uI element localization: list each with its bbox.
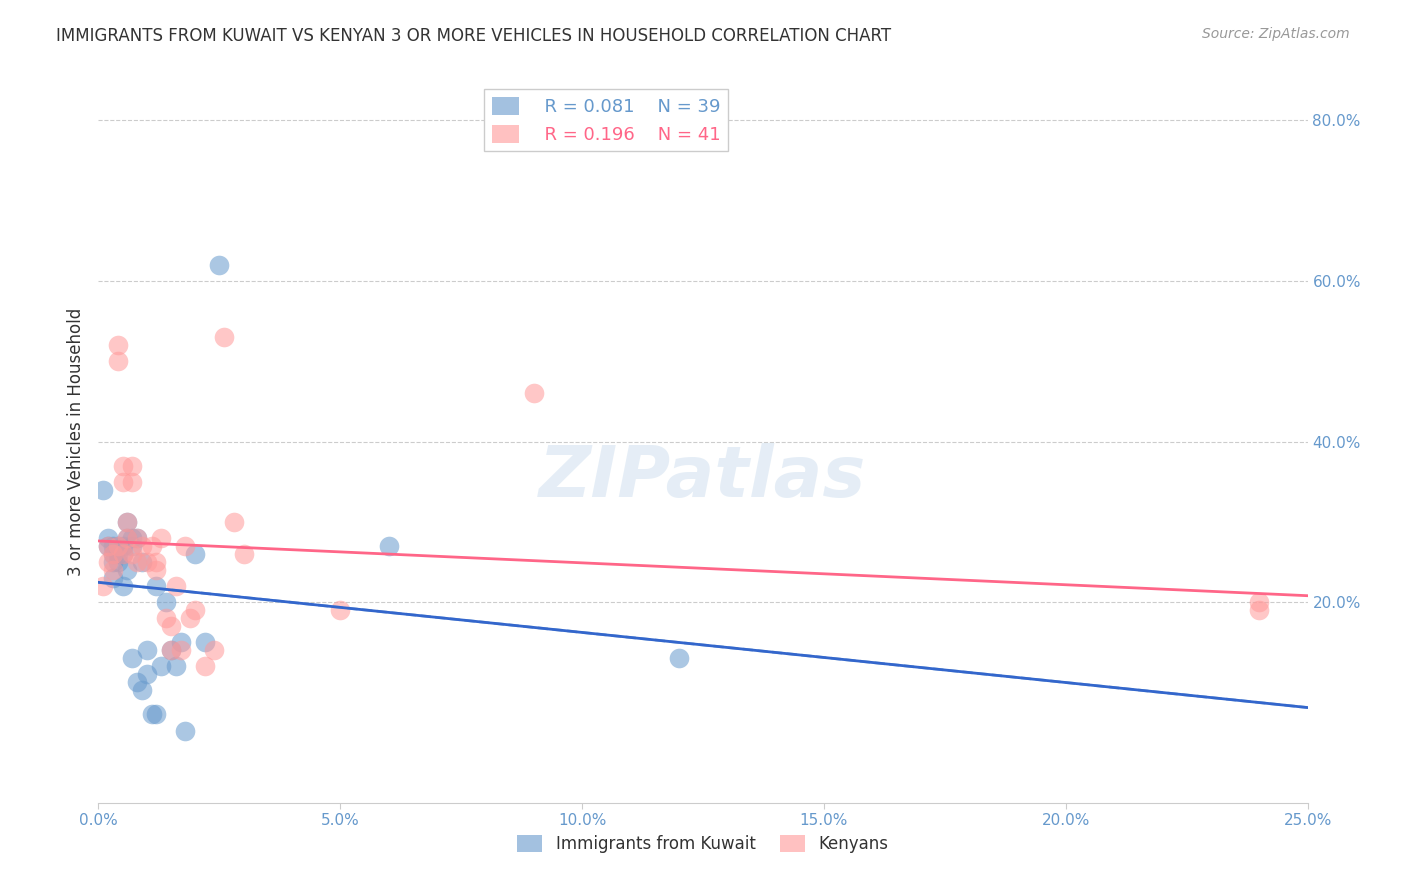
Text: ZIPatlas: ZIPatlas <box>540 443 866 512</box>
Point <box>101 547 124 561</box>
Point <box>91 579 114 593</box>
Point <box>121 651 143 665</box>
Point <box>127 675 149 690</box>
Point <box>127 531 149 545</box>
Point <box>107 338 129 352</box>
Text: Source: ZipAtlas.com: Source: ZipAtlas.com <box>1202 27 1350 41</box>
Point <box>121 539 143 553</box>
Point <box>150 531 173 545</box>
Point <box>107 547 129 561</box>
Point <box>135 667 157 681</box>
Point <box>377 539 399 553</box>
Point <box>184 603 207 617</box>
Point <box>222 515 245 529</box>
Point <box>131 539 153 553</box>
Point <box>184 547 207 561</box>
Point <box>194 635 217 649</box>
Point <box>117 515 139 529</box>
Point <box>208 258 231 272</box>
Point <box>101 555 124 569</box>
Point <box>155 595 177 609</box>
Y-axis label: 3 or more Vehicles in Household: 3 or more Vehicles in Household <box>66 308 84 575</box>
Point <box>97 539 120 553</box>
Point <box>329 603 352 617</box>
Point <box>127 555 149 569</box>
Point <box>121 547 143 561</box>
Point <box>169 635 191 649</box>
Point <box>1249 595 1271 609</box>
Point <box>107 354 129 368</box>
Point <box>111 547 134 561</box>
Point <box>107 539 129 553</box>
Point <box>91 483 114 497</box>
Point <box>135 555 157 569</box>
Point <box>1249 603 1271 617</box>
Point <box>107 539 129 553</box>
Point <box>232 547 254 561</box>
Point <box>160 643 183 657</box>
Point <box>145 579 167 593</box>
Point <box>131 683 153 698</box>
Point <box>101 563 124 577</box>
Point <box>117 531 139 545</box>
Point <box>169 643 191 657</box>
Point <box>117 515 139 529</box>
Point <box>121 458 143 473</box>
Point <box>165 579 187 593</box>
Point <box>127 531 149 545</box>
Point <box>150 659 173 673</box>
Point <box>165 659 187 673</box>
Point <box>212 330 235 344</box>
Point <box>179 611 201 625</box>
Point <box>160 619 183 633</box>
Point <box>111 579 134 593</box>
Point <box>194 659 217 673</box>
Point <box>668 651 690 665</box>
Point <box>145 563 167 577</box>
Point <box>155 611 177 625</box>
Point <box>111 458 134 473</box>
Point <box>97 539 120 553</box>
Point <box>117 531 139 545</box>
Point <box>97 531 120 545</box>
Point <box>101 539 124 553</box>
Point <box>204 643 226 657</box>
Point <box>141 707 163 722</box>
Point <box>101 547 124 561</box>
Text: IMMIGRANTS FROM KUWAIT VS KENYAN 3 OR MORE VEHICLES IN HOUSEHOLD CORRELATION CHA: IMMIGRANTS FROM KUWAIT VS KENYAN 3 OR MO… <box>56 27 891 45</box>
Point <box>111 547 134 561</box>
Point <box>141 539 163 553</box>
Point <box>97 555 120 569</box>
Point <box>101 571 124 585</box>
Point <box>135 643 157 657</box>
Point <box>111 475 134 489</box>
Point <box>121 531 143 545</box>
Legend: Immigrants from Kuwait, Kenyans: Immigrants from Kuwait, Kenyans <box>510 828 896 860</box>
Point <box>145 707 167 722</box>
Point <box>117 563 139 577</box>
Point <box>174 723 197 738</box>
Point <box>523 386 546 401</box>
Point <box>121 475 143 489</box>
Point <box>111 539 134 553</box>
Point <box>160 643 183 657</box>
Point <box>107 555 129 569</box>
Point <box>131 555 153 569</box>
Point <box>174 539 197 553</box>
Point <box>145 555 167 569</box>
